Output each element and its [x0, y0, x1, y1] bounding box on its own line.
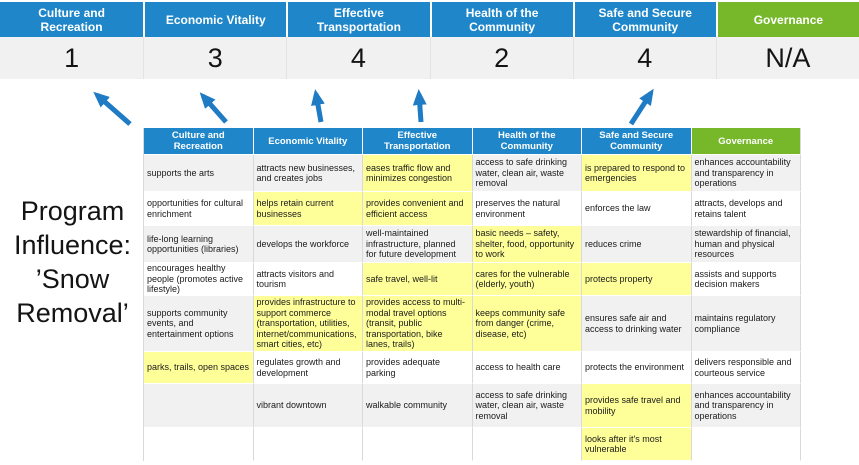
- priority-header-cell: Safe and Secure Community: [572, 2, 716, 37]
- matrix-cell: access to safe drinking water, clean air…: [472, 384, 582, 428]
- priority-header-cell: Culture and Recreation: [0, 2, 144, 37]
- matrix-cell: provides infrastructure to support comme…: [253, 296, 363, 352]
- priority-header-cell: Health of the Community: [429, 2, 573, 37]
- influence-arrows: [93, 88, 654, 126]
- priority-header-cell: Effective Transportation: [286, 2, 430, 37]
- matrix-cell: provides access to multi-modal travel op…: [363, 296, 473, 352]
- up-arrow: [93, 91, 132, 126]
- matrix-cell: [253, 428, 363, 461]
- priority-score-cell: N/A: [715, 37, 859, 79]
- influence-matrix: Culture and Recreation Economic Vitality E…: [143, 128, 801, 461]
- matrix-cell: protects property: [582, 263, 692, 296]
- matrix-cell: provides safe travel and mobility: [582, 384, 692, 428]
- priority-header-cell: Economic Vitality: [143, 2, 287, 37]
- matrix-cell: access to safe drinking water, clean air…: [472, 155, 582, 192]
- priority-score-cell: 2: [429, 37, 573, 79]
- matrix-header-cell: Health of the Community: [472, 128, 582, 155]
- matrix-header-cell: Culture and Recreation: [144, 128, 254, 155]
- up-arrow: [199, 92, 228, 124]
- matrix-cell: attracts, develops and retains talent: [691, 192, 801, 226]
- matrix-cell: provides convenient and efficient access: [363, 192, 473, 226]
- matrix-cell: vibrant downtown: [253, 384, 363, 428]
- matrix-cell: [472, 428, 582, 461]
- matrix-header-cell: Effective Transportation: [363, 128, 473, 155]
- matrix-cell: basic needs – safety, shelter, food, opp…: [472, 226, 582, 263]
- matrix-cell: stewardship of financial, human and phys…: [691, 226, 801, 263]
- matrix-cell: safe travel, well-lit: [363, 263, 473, 296]
- matrix-cell: protects the environment: [582, 352, 692, 384]
- matrix-cell: attracts visitors and tourism: [253, 263, 363, 296]
- matrix-cell: encourages healthy people (promotes acti…: [144, 263, 254, 296]
- matrix-cell: reduces crime: [582, 226, 692, 263]
- priority-score-cell: 3: [143, 37, 287, 79]
- matrix-cell: life-long learning opportunities (librar…: [144, 226, 254, 263]
- matrix-cell: provides adequate parking: [363, 352, 473, 384]
- matrix-cell: looks after it's most vulnerable: [582, 428, 692, 461]
- matrix-cell: parks, trails, open spaces: [144, 352, 254, 384]
- priority-header-cell: Governance: [715, 2, 859, 37]
- matrix-cell: maintains regulatory compliance: [691, 296, 801, 352]
- matrix-cell: attracts new businesses, and creates job…: [253, 155, 363, 192]
- matrix-cell: develops the workforce: [253, 226, 363, 263]
- up-arrow: [412, 89, 427, 123]
- priority-score-row: 1 3 4 2 4 N/A: [0, 37, 859, 79]
- matrix-cell: regulates growth and development: [253, 352, 363, 384]
- matrix-header-cell: Economic Vitality: [253, 128, 363, 155]
- matrix-cell: [144, 428, 254, 461]
- matrix-cell: helps retain current businesses: [253, 192, 363, 226]
- matrix-cell: assists and supports decision makers: [691, 263, 801, 296]
- matrix-cell: cares for the vulnerable (elderly, youth…: [472, 263, 582, 296]
- priority-banner: Culture and Recreation Economic Vitality E…: [0, 2, 859, 37]
- matrix-cell: eases traffic flow and minimizes congest…: [363, 155, 473, 192]
- matrix-cell: enhances accountability and transparency…: [691, 384, 801, 428]
- matrix-cell: enforces the law: [582, 192, 692, 226]
- matrix-cell: preserves the natural environment: [472, 192, 582, 226]
- up-arrow: [628, 88, 654, 126]
- matrix-cell: supports the arts: [144, 155, 254, 192]
- matrix-header-cell: Safe and Secure Community: [582, 128, 692, 155]
- priority-score-cell: 4: [286, 37, 430, 79]
- matrix-cell: opportunities for cultural enrichment: [144, 192, 254, 226]
- matrix-cell: [363, 428, 473, 461]
- matrix-cell: [691, 428, 801, 461]
- matrix-header-cell: Governance: [691, 128, 801, 155]
- matrix-cell: delivers responsible and courteous servi…: [691, 352, 801, 384]
- program-influence-label: Program Influence: ’Snow Removal’: [13, 196, 132, 328]
- matrix-cell: enhances accountability and transparency…: [691, 155, 801, 192]
- matrix-cell: [144, 384, 254, 428]
- matrix-cell: keeps community safe from danger (crime,…: [472, 296, 582, 352]
- up-arrow: [311, 89, 325, 123]
- matrix-cell: supports community events, and entertain…: [144, 296, 254, 352]
- matrix-cell: access to health care: [472, 352, 582, 384]
- priority-score-cell: 1: [0, 37, 144, 79]
- matrix-cell: ensures safe air and access to drinking …: [582, 296, 692, 352]
- matrix-cell: is prepared to respond to emergencies: [582, 155, 692, 192]
- priority-score-cell: 4: [572, 37, 716, 79]
- matrix-cell: walkable community: [363, 384, 473, 428]
- matrix-cell: well-maintained infrastructure, planned …: [363, 226, 473, 263]
